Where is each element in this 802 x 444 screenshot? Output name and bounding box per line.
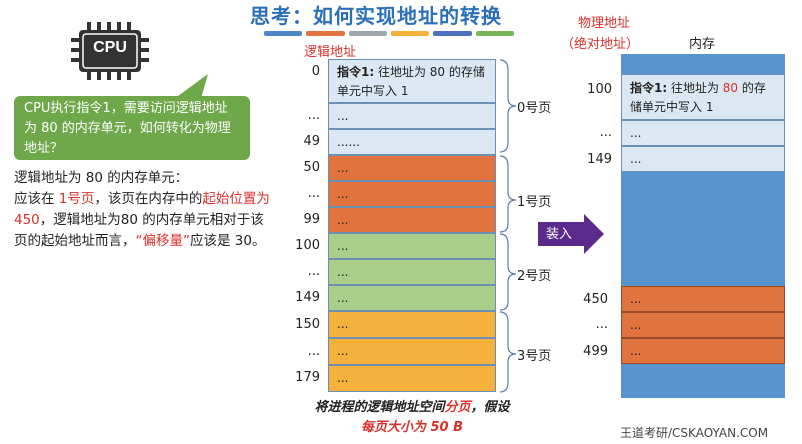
logical-cell: ... <box>328 103 496 129</box>
logical-cell: ... <box>328 338 496 365</box>
load-arrow-icon <box>538 214 604 254</box>
logical-row-label: 150 <box>295 317 320 332</box>
physical-row-label: ... <box>595 317 608 332</box>
caption: 将进程的逻辑地址空间分页，假设每页大小为 50 B <box>314 400 510 435</box>
physical-row-label: 100 <box>587 82 612 97</box>
load-label: 装入 <box>546 227 573 242</box>
page-label: 1号页 <box>517 195 552 210</box>
cpu-icon: CPU <box>71 22 149 80</box>
logical-cell: ...... <box>328 129 496 155</box>
logical-cell: ... <box>328 285 496 311</box>
memory-cell: ... <box>621 146 785 172</box>
logical-cell: ... <box>328 233 496 259</box>
physical-row-label: ... <box>599 125 612 140</box>
title-decoration <box>264 31 514 36</box>
page-label: 0号页 <box>517 101 552 116</box>
memory-cell-instruction: 指令1: 往地址为 80 的存储单元中写入 1 <box>621 74 785 120</box>
physical-row-label: 499 <box>583 344 608 359</box>
logical-row-label: ... <box>307 344 320 359</box>
physical-address-subheader: （绝对地址） <box>561 37 640 52</box>
page-title: 思考：如何实现地址的转换 <box>250 4 502 28</box>
page-braces <box>499 59 517 393</box>
logical-cell: ... <box>328 155 496 181</box>
explanation-text: 逻辑地址为 80 的内存单元： 应该在 1号页，该页在内存中的起始位置为 450… <box>14 170 270 249</box>
logical-cell: ... <box>328 311 496 338</box>
logical-cell: ... <box>328 181 496 207</box>
bubble-pointer <box>178 74 208 102</box>
logical-cell: ... <box>328 365 496 392</box>
logical-row-label: 50 <box>303 160 320 175</box>
logical-cell-instruction: 指令1: 往地址为 80 的存储单元中写入 1 <box>328 59 496 103</box>
memory-cell: ... <box>621 312 785 338</box>
logical-cell: ... <box>328 207 496 233</box>
logical-row-label: ... <box>307 264 320 279</box>
memory-cell: ... <box>621 120 785 146</box>
logical-row-label: ... <box>307 186 320 201</box>
logical-row-label: 49 <box>303 134 320 149</box>
logical-row-label: 100 <box>295 238 320 253</box>
logical-row-label: 99 <box>303 212 320 227</box>
logical-cell: ... <box>328 259 496 285</box>
logical-row-label: 0 <box>311 64 320 79</box>
cpu-label: CPU <box>93 39 127 56</box>
physical-row-label: 450 <box>583 292 608 307</box>
page-label: 3号页 <box>517 349 552 364</box>
logical-row-label: 149 <box>295 290 320 305</box>
logical-row-label: 179 <box>295 370 320 385</box>
memory-cell: ... <box>621 286 785 312</box>
physical-address-header: 物理地址 <box>578 16 631 31</box>
watermark: 王道考研/CSKAOYAN.COM <box>620 426 769 440</box>
page-label: 2号页 <box>517 269 552 284</box>
logical-address-header: 逻辑地址 <box>304 45 357 60</box>
memory-cell: ... <box>621 338 785 364</box>
cpu-speech-bubble: CPU执行指令1，需要访问逻辑地址为 80 的内存单元，如何转化为物理地址？ <box>14 96 250 160</box>
logical-row-label: ... <box>307 108 320 123</box>
physical-row-label: 149 <box>587 152 612 167</box>
memory-label: 内存 <box>689 37 716 52</box>
